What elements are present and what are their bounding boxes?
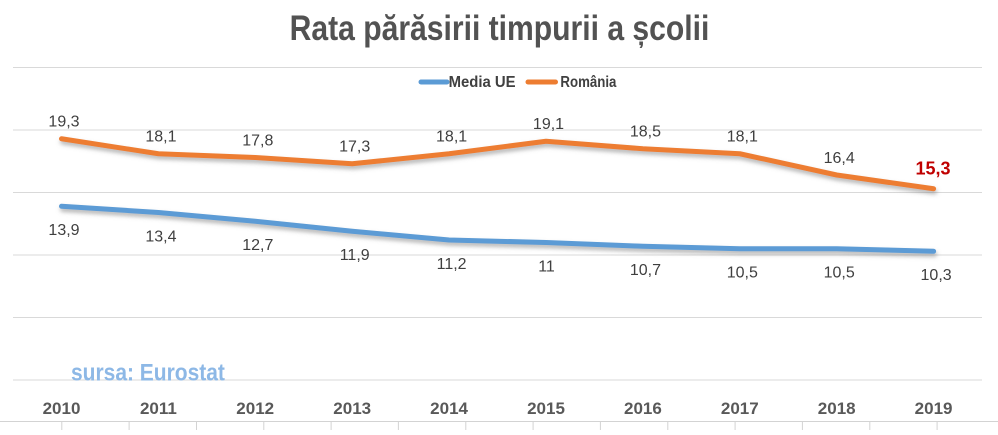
- svg-text:10,7: 10,7: [630, 262, 661, 279]
- svg-text:18,1: 18,1: [727, 129, 758, 146]
- svg-text:19,1: 19,1: [533, 116, 564, 133]
- svg-text:10,3: 10,3: [921, 267, 952, 284]
- svg-text:19,3: 19,3: [48, 114, 79, 131]
- svg-text:16,4: 16,4: [824, 150, 855, 167]
- svg-text:12,7: 12,7: [242, 237, 273, 254]
- svg-text:10,5: 10,5: [824, 265, 855, 282]
- svg-text:18,1: 18,1: [436, 129, 467, 146]
- svg-text:2016: 2016: [624, 399, 662, 418]
- svg-text:10,5: 10,5: [727, 265, 758, 282]
- svg-text:Rata părăsirii timpurii a școl: Rata părăsirii timpurii a școlii: [290, 8, 710, 49]
- svg-text:2018: 2018: [818, 399, 856, 418]
- svg-text:2015: 2015: [527, 399, 565, 418]
- svg-text:2010: 2010: [43, 399, 81, 418]
- svg-text:11: 11: [538, 258, 555, 275]
- svg-text:15,3: 15,3: [915, 159, 950, 179]
- svg-text:2017: 2017: [721, 399, 759, 418]
- svg-text:Media UE: Media UE: [449, 74, 516, 91]
- svg-text:11,9: 11,9: [340, 247, 370, 264]
- svg-text:2012: 2012: [236, 399, 274, 418]
- svg-text:2013: 2013: [333, 399, 371, 418]
- svg-text:2011: 2011: [140, 399, 177, 418]
- svg-text:13,9: 13,9: [48, 222, 79, 239]
- svg-text:2014: 2014: [430, 399, 468, 418]
- svg-text:17,3: 17,3: [339, 139, 370, 156]
- svg-text:România: România: [560, 74, 616, 91]
- svg-text:18,5: 18,5: [630, 124, 661, 141]
- svg-text:2019: 2019: [915, 399, 953, 418]
- svg-text:sursa: Eurostat: sursa: Eurostat: [71, 359, 225, 386]
- svg-text:18,1: 18,1: [145, 129, 176, 146]
- svg-text:17,8: 17,8: [242, 132, 273, 149]
- svg-text:11,2: 11,2: [437, 256, 467, 273]
- svg-text:13,4: 13,4: [145, 228, 176, 245]
